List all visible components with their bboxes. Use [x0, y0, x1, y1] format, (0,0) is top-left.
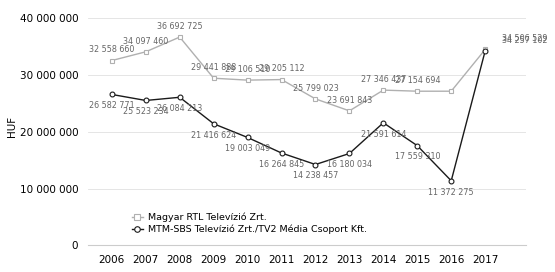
Text: 25 523 234: 25 523 234	[123, 107, 169, 116]
Text: 34 097 460: 34 097 460	[123, 36, 168, 45]
Text: 16 180 034: 16 180 034	[327, 160, 372, 169]
Text: 16 264 845: 16 264 845	[259, 160, 304, 169]
Text: 17 559 310: 17 559 310	[395, 153, 440, 162]
Text: 32 558 660: 32 558 660	[89, 45, 134, 54]
Text: 34 506 529: 34 506 529	[502, 34, 548, 43]
Text: 21 591 614: 21 591 614	[361, 129, 406, 139]
Text: 29 441 888: 29 441 888	[191, 63, 236, 72]
Text: 27 346 437: 27 346 437	[361, 75, 406, 84]
Text: 23 691 843: 23 691 843	[327, 96, 372, 105]
Text: 29 106 510: 29 106 510	[225, 65, 270, 74]
Text: 34 257 102: 34 257 102	[502, 36, 548, 45]
Text: 26 084 213: 26 084 213	[157, 104, 203, 113]
Y-axis label: HUF: HUF	[7, 116, 17, 137]
Text: 26 582 771: 26 582 771	[89, 101, 135, 110]
Text: 19 003 049: 19 003 049	[225, 144, 270, 153]
Text: 36 692 725: 36 692 725	[157, 22, 203, 31]
Text: 27 154 694: 27 154 694	[395, 76, 440, 85]
Text: 25 799 023: 25 799 023	[292, 84, 339, 93]
Legend: Magyar RTL Televízió Zrt., MTM-SBS Televízió Zrt./TV2 Média Csoport Kft.: Magyar RTL Televízió Zrt., MTM-SBS Telev…	[128, 209, 370, 238]
Text: 11 372 275: 11 372 275	[428, 188, 474, 197]
Text: 21 416 624: 21 416 624	[191, 131, 236, 140]
Text: 14 238 457: 14 238 457	[293, 171, 338, 180]
Text: 29 205 112: 29 205 112	[259, 64, 304, 73]
